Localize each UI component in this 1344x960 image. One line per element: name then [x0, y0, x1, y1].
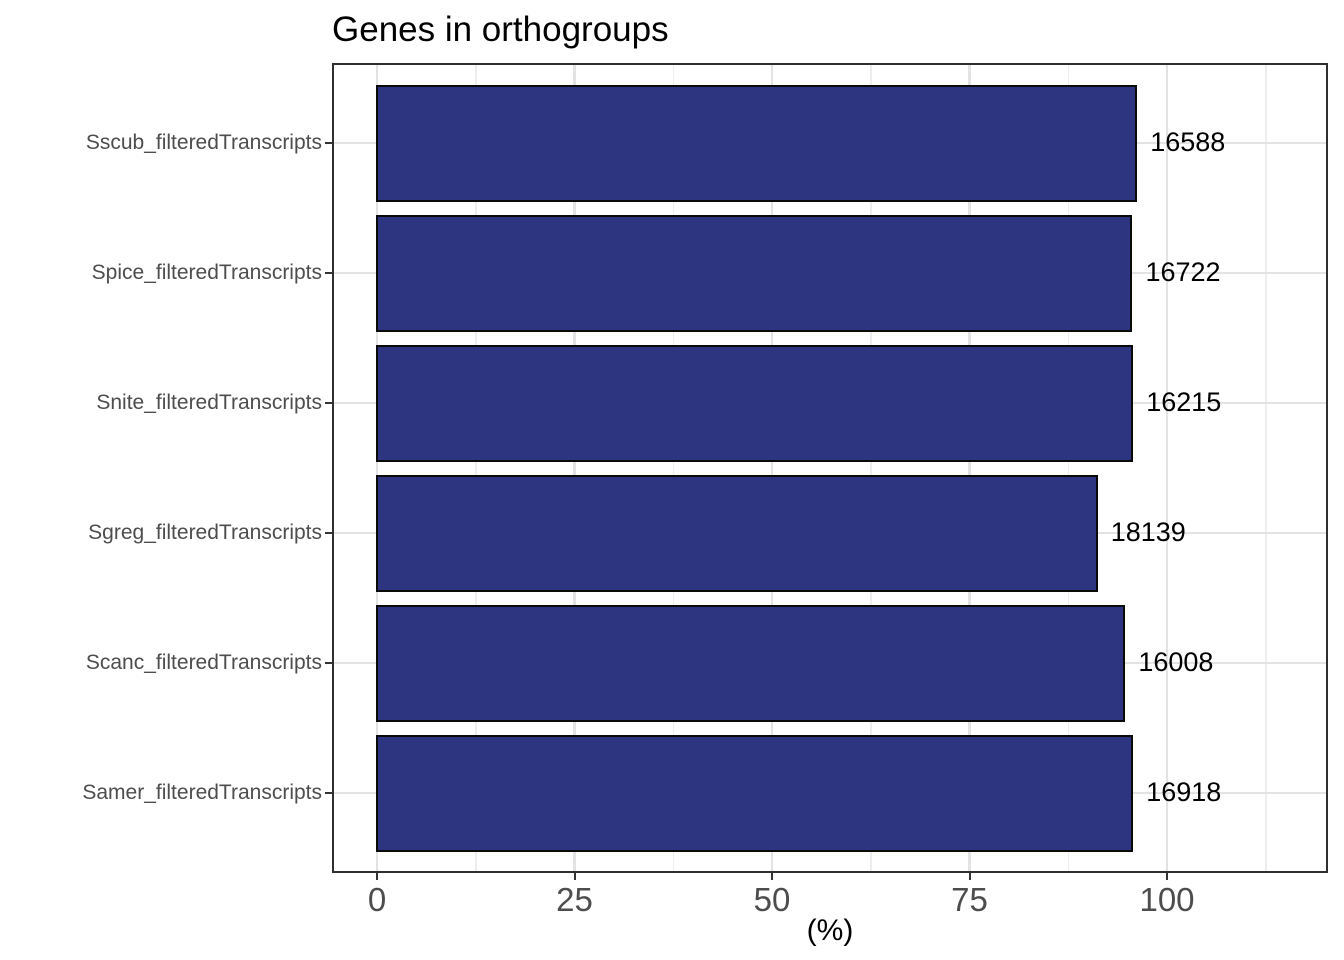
x-tick — [968, 873, 971, 880]
gridline-minor-vertical — [672, 65, 674, 871]
gridline-major-vertical — [375, 65, 379, 871]
bar-value-label: 16722 — [1145, 257, 1221, 287]
x-tick — [376, 873, 378, 880]
chart-title: Genes in orthogroups — [332, 10, 669, 49]
x-tick — [1166, 873, 1168, 880]
y-tick — [325, 142, 332, 144]
gridline-major-vertical — [968, 65, 971, 871]
x-axis-title: (%) — [806, 914, 854, 947]
y-tick — [325, 792, 332, 794]
bar-value-label: 18139 — [1110, 517, 1186, 547]
gridline-minor-vertical — [475, 65, 477, 871]
x-tick-label: 0 — [367, 881, 387, 918]
bar — [376, 604, 1126, 722]
x-tick-label: 50 — [753, 881, 791, 918]
y-axis-label: Samer_filteredTranscripts — [82, 781, 322, 804]
y-axis-label: Spice_filteredTranscripts — [91, 261, 322, 284]
bar-value-label: 16215 — [1146, 387, 1222, 417]
x-tick-label: 25 — [556, 881, 593, 918]
x-tick — [771, 873, 773, 880]
bar-value-label: 16918 — [1146, 777, 1222, 807]
gridline-minor-vertical — [870, 65, 872, 871]
y-tick — [325, 662, 332, 664]
gridline-minor-vertical — [1067, 65, 1069, 871]
gridline-major-vertical — [573, 65, 576, 871]
x-tick — [573, 873, 576, 880]
y-axis-label: Sscub_filteredTranscripts — [85, 131, 322, 154]
y-tick — [325, 272, 332, 274]
gridline-major-vertical — [1165, 65, 1169, 871]
gridline-minor-vertical — [1265, 65, 1267, 871]
bar — [376, 84, 1138, 202]
bar — [376, 344, 1134, 462]
bar-value-label: 16008 — [1138, 647, 1214, 677]
x-tick-label: 100 — [1139, 881, 1195, 918]
y-axis-label: Scanc_filteredTranscripts — [85, 651, 322, 674]
bar — [376, 734, 1134, 852]
gridline-major-vertical — [770, 65, 774, 871]
bar — [376, 214, 1133, 332]
bar-value-label: 16588 — [1150, 127, 1226, 157]
bar — [376, 474, 1098, 592]
y-axis-label: Sgreg_filteredTranscripts — [88, 521, 322, 544]
y-tick — [325, 532, 332, 534]
x-tick-label: 75 — [951, 881, 988, 918]
y-tick — [325, 402, 332, 404]
plot-panel: 16588 16722 16215 18139 16008 16918 — [332, 63, 1328, 873]
y-axis-label: Snite_filteredTranscripts — [96, 391, 322, 414]
